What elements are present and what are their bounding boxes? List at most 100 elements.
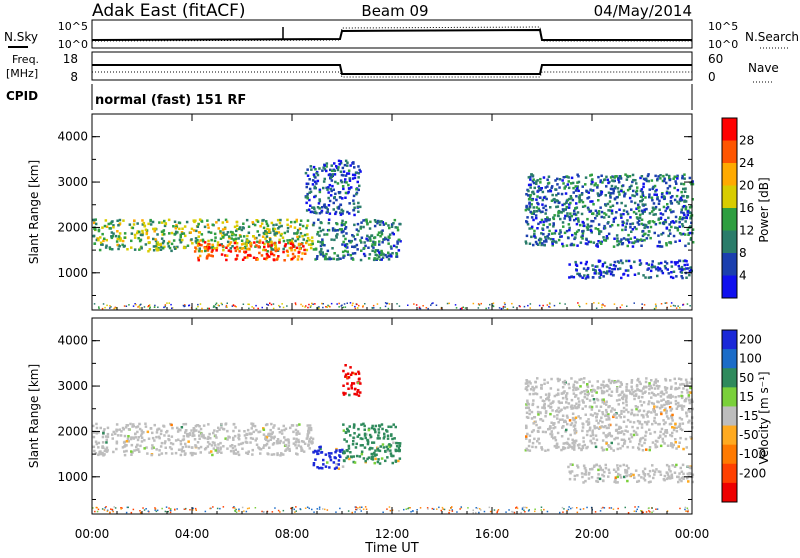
echo-cell <box>338 449 342 452</box>
echo-cell <box>620 216 623 219</box>
clutter-cell <box>483 510 486 513</box>
echo-cell <box>119 434 123 437</box>
echo-cell <box>174 451 178 455</box>
echo-cell <box>597 259 601 262</box>
echo-cell <box>654 421 657 425</box>
velocity-colorbar-frame <box>721 329 738 503</box>
echo-cell <box>305 248 309 252</box>
echo-cell <box>608 405 611 408</box>
echo-cell <box>382 253 385 256</box>
echo-cell <box>177 438 180 441</box>
echo-cell <box>386 437 390 440</box>
clutter-cell <box>571 507 574 509</box>
clutter-cell <box>169 511 172 514</box>
echo-cell <box>635 182 638 185</box>
clutter-cell <box>362 306 364 308</box>
power-colorbar-segment <box>722 118 737 141</box>
echo-cell <box>173 245 176 249</box>
echo-cell <box>635 393 638 396</box>
echo-cell <box>590 219 593 223</box>
echo-cell <box>608 471 611 474</box>
echo-cell <box>295 232 299 235</box>
clutter-cell <box>476 507 479 510</box>
echo-cell <box>689 217 692 220</box>
echo-cell <box>318 212 322 215</box>
echo-cell <box>691 228 695 231</box>
echo-cell <box>675 275 678 278</box>
echo-cell <box>342 429 346 432</box>
echo-cell <box>658 245 662 248</box>
clutter-cell <box>523 509 525 512</box>
echo-cell <box>97 238 100 242</box>
echo-cell <box>665 243 668 247</box>
clutter-cell <box>104 306 106 309</box>
echo-cell <box>545 397 548 401</box>
echo-cell <box>351 245 354 248</box>
echo-cell <box>372 452 376 455</box>
echo-cell <box>552 217 556 221</box>
echo-cell <box>398 444 402 448</box>
echo-cell <box>392 244 396 248</box>
echo-cell <box>550 186 553 190</box>
echo-cell <box>536 377 539 380</box>
echo-cell <box>300 257 304 261</box>
echo-cell <box>561 381 565 384</box>
echo-cell <box>681 422 685 425</box>
echo-cell <box>182 423 185 426</box>
echo-cell <box>147 437 151 440</box>
echo-cell <box>680 428 684 432</box>
echo-cell <box>114 432 117 436</box>
echo-cell <box>655 193 658 196</box>
echo-cell <box>537 207 540 211</box>
echo-cell <box>383 238 386 241</box>
echo-cell <box>679 232 682 235</box>
clutter-cell <box>354 305 356 308</box>
echo-cell <box>677 475 680 479</box>
echo-cell <box>95 238 99 242</box>
echo-cell <box>94 228 97 231</box>
echo-cell <box>579 223 582 227</box>
echo-cell <box>669 433 672 437</box>
echo-cell <box>261 235 265 238</box>
echo-cell <box>265 235 269 238</box>
echo-cell <box>622 237 626 240</box>
echo-cell <box>313 185 317 188</box>
echo-cell <box>377 434 380 437</box>
echo-cell <box>578 200 581 204</box>
echo-cell <box>650 386 654 390</box>
echo-cell <box>549 237 553 241</box>
echo-cell <box>278 441 281 445</box>
clutter-cell <box>508 509 510 511</box>
echo-cell <box>527 208 531 211</box>
echo-cell <box>320 451 323 454</box>
echo-cell <box>155 448 158 451</box>
echo-cell <box>286 446 289 450</box>
echo-cell <box>605 236 608 240</box>
echo-cell <box>581 444 584 448</box>
echo-cell <box>546 178 549 181</box>
echo-cell <box>295 452 298 455</box>
echo-cell <box>632 189 635 193</box>
echo-cell <box>335 165 338 168</box>
echo-cell <box>624 471 627 474</box>
echo-cell <box>200 432 204 435</box>
echo-cell <box>336 229 339 232</box>
echo-cell <box>538 186 541 190</box>
echo-cell <box>370 234 374 237</box>
echo-cell <box>156 241 160 244</box>
echo-cell <box>648 382 651 385</box>
echo-cell <box>201 238 205 242</box>
echo-cell <box>230 237 233 240</box>
echo-cell <box>628 474 631 477</box>
clutter-cell <box>109 511 111 514</box>
echo-cell <box>343 438 346 441</box>
echo-cell <box>361 444 364 447</box>
x-tick-label: 20:00 <box>575 527 610 541</box>
echo-cell <box>267 433 270 436</box>
echo-cell <box>565 175 569 178</box>
echo-cell <box>327 452 331 455</box>
echo-cell <box>641 203 644 206</box>
echo-cell <box>659 411 663 414</box>
echo-cell <box>643 385 646 389</box>
echo-cell <box>221 234 224 237</box>
